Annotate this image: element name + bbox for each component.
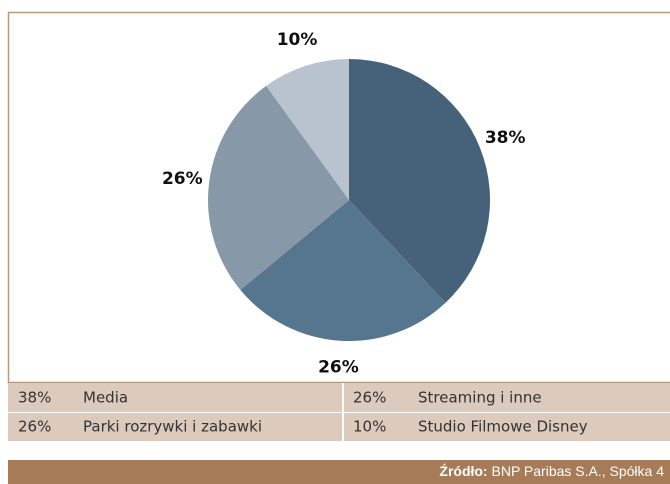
pie-slice xyxy=(208,85,349,290)
pie-slice xyxy=(266,59,349,200)
source-text: BNP Paribas S.A., Spółka 4 xyxy=(492,463,665,479)
legend-label: Studio Filmowe Disney xyxy=(418,418,588,436)
legend-row xyxy=(8,413,670,441)
slice-label: 26% xyxy=(162,169,203,189)
legend-row xyxy=(8,383,670,412)
legend-label: Parki rozrywki i zabawki xyxy=(83,418,262,436)
source-label: Źródło: xyxy=(439,463,487,479)
source-bar xyxy=(8,460,670,484)
slice-label: 38% xyxy=(485,128,526,148)
legend-value: 10% xyxy=(353,418,386,436)
pie-slice xyxy=(240,200,446,341)
legend-label: Streaming i inne xyxy=(418,389,542,407)
slice-label: 26% xyxy=(318,358,359,378)
legend-value: 26% xyxy=(353,389,386,407)
legend-value: 26% xyxy=(18,418,51,436)
slice-label: 10% xyxy=(277,30,318,50)
pie-slice xyxy=(349,59,490,303)
legend-value: 38% xyxy=(18,389,51,407)
source: Źródło: BNP Paribas S.A., Spółka 4 xyxy=(439,463,664,479)
legend-label: Media xyxy=(83,389,128,407)
